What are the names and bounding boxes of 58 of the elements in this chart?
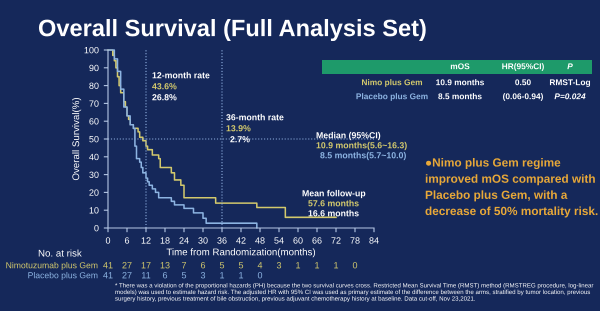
annotation: 13.9% (226, 125, 251, 132)
annotation: Nimo plus Gem (362, 79, 422, 87)
x-tick-label: 36 (217, 237, 227, 244)
y-tick-label: 80 (89, 82, 99, 89)
x-tick-label: 24 (179, 237, 189, 244)
annotation: 8.5 months(5.7~10.0) (320, 152, 406, 160)
text: P (567, 63, 573, 70)
x-tick-label: 12 (142, 237, 151, 244)
text: ●Nimo plus Gem regime improved mOS compared with Placebo plus Gem, with a decrease of 50% mortality risk. (425, 158, 598, 218)
x-tick-label: 30 (198, 237, 208, 244)
text: 8.5 months (438, 93, 482, 100)
y-tick-label: 10 (90, 207, 99, 214)
text: No. at risk (38, 249, 82, 257)
annotation: 2.7% (230, 136, 250, 142)
y-tick-label: 20 (89, 189, 99, 196)
text: P=0.024 (554, 93, 586, 100)
x-tick-label: 0 (106, 237, 110, 244)
annotation: 43.6% (152, 83, 177, 90)
y-tick-label: 60 (89, 118, 99, 125)
annotation: Median (95%CI) (316, 132, 380, 140)
x-tick-label: 42 (236, 237, 246, 244)
annotation: Mean follow-up (302, 190, 366, 198)
y-tick-label: 100 (84, 46, 99, 54)
chart-title: Overall Survival (Full Analysis Set) (38, 18, 426, 42)
text: HR(95%CI) (502, 63, 544, 71)
x-tick-label: 6 (124, 237, 130, 244)
x-tick-label: 48 (255, 237, 265, 244)
x-tick-label: 78 (350, 237, 360, 244)
annotation: 10.9 months(5.6~16.3) (316, 142, 407, 150)
y-tick-label: 90 (89, 64, 99, 72)
text: mOS (450, 63, 470, 70)
annotation: 57.6 months (308, 200, 359, 206)
text: 10.9 months (436, 79, 484, 86)
text: (0.06-0.94) (503, 93, 543, 101)
annotation: 26.8% (152, 94, 177, 100)
x-tick-label: 60 (293, 237, 303, 244)
text: Placebo plus Gem (28, 272, 98, 280)
y-tick-label: 50 (89, 136, 99, 142)
text: 41 27 17 13 7 6 5 5 4 3 1 1 1 0 (103, 262, 358, 268)
text: RMST-Log (550, 79, 590, 87)
x-tick-label: 66 (312, 237, 322, 244)
y-tick-label: 70 (89, 100, 99, 107)
annotation: 36-month rate (226, 114, 284, 120)
x-tick-label: 72 (331, 237, 341, 244)
annotation: 16.6 months (308, 210, 359, 216)
text: 41 27 11 6 5 3 1 1 0 (103, 272, 262, 278)
y-tick-label: 30 (89, 172, 99, 178)
x-tick-label: 84 (369, 237, 379, 244)
x-tick-label: 54 (274, 237, 284, 244)
annotation: 12-month rate (152, 72, 210, 78)
x-axis-title: Time from Randomization(months) (166, 248, 316, 258)
y-axis-title: Overall Survival(%) (72, 98, 82, 180)
text: 0.50 (515, 79, 531, 86)
x-tick-label: 18 (160, 237, 170, 244)
y-tick-label: 0 (94, 224, 99, 232)
annotation: Placebo plus Gem (356, 93, 428, 101)
y-tick-label: 40 (89, 154, 99, 160)
text: Nimotuzumab plus Gem (6, 262, 98, 270)
